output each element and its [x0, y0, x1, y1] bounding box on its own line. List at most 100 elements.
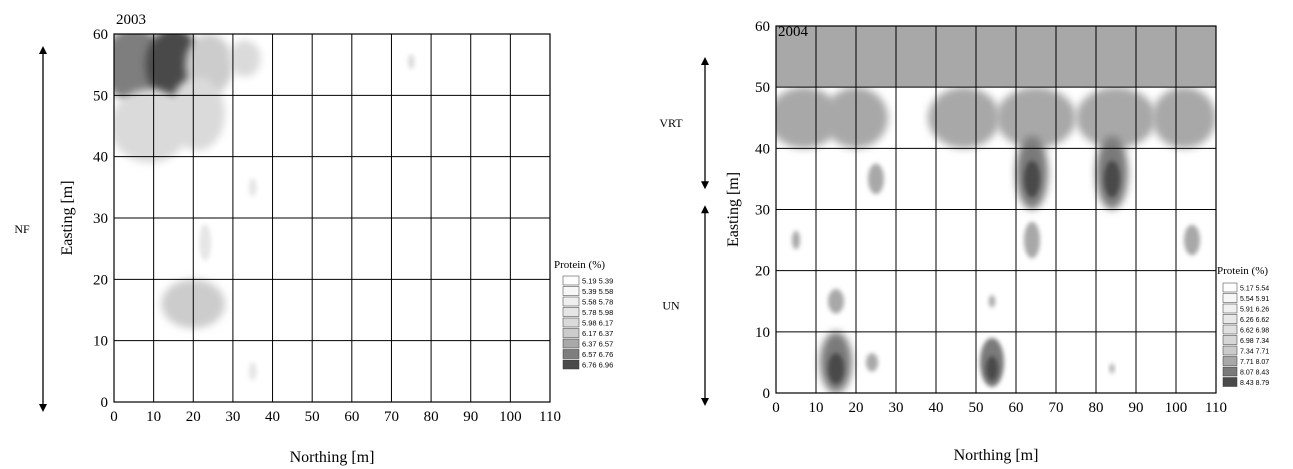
heat-patch	[248, 362, 257, 381]
legend-swatch	[1222, 345, 1238, 356]
heat-patch	[776, 87, 840, 149]
y-tick-label: 50	[93, 88, 108, 104]
legend-swatch	[1222, 356, 1238, 366]
x-tick-label: 10	[809, 400, 824, 416]
y-tick-label: 20	[93, 272, 108, 288]
y-tick-label: 40	[93, 150, 108, 166]
chart-2004: 0 10 20 30 40 50 60 70 80 90 100 110 0 10 20 30 40 50 60 20…	[659, 19, 1269, 464]
heat-patch	[986, 356, 998, 381]
legend-label: 6.62 6.98	[1240, 328, 1269, 335]
legend-label: 6.98 7.34	[1240, 338, 1269, 345]
y-tick-label: 10	[93, 334, 108, 350]
legend: Protein (%)5.19 5.395.39 5.585.58 5.785.…	[554, 259, 613, 370]
heat-patch	[1024, 221, 1040, 259]
legend-label: 5.17 5.54	[1240, 286, 1269, 293]
plot-frame	[113, 33, 551, 403]
zone-annotations: NF	[14, 46, 47, 412]
x-tick-label: 60	[344, 409, 359, 425]
x-tick-label: 20	[849, 400, 864, 416]
x-axis-label: Northing [m]	[954, 447, 1039, 464]
y-tick-label: 0	[101, 395, 109, 411]
heat-patch	[866, 353, 878, 372]
zone-arrow-head-up	[701, 57, 709, 65]
heat-patch	[928, 87, 1000, 149]
zone-arrow-head-down	[39, 404, 47, 412]
chart-title: 2003	[116, 12, 146, 28]
y-axis-label: Easting [m]	[59, 180, 76, 255]
legend-swatch	[1222, 282, 1238, 293]
x-tick-label: 70	[384, 409, 399, 425]
legend-label: 6.37 6.57	[582, 340, 613, 349]
legend: Protein (%) 5.17 5.54 5.54 5.91 5.91 6.26 6.…	[1217, 265, 1269, 387]
x-tick-label: 70	[1049, 400, 1064, 416]
legend-swatch	[1222, 314, 1238, 324]
legend-swatch	[1222, 303, 1238, 314]
zone-label: UN	[662, 299, 680, 313]
legend-swatch	[1222, 293, 1238, 303]
y-axis-label: Easting [m]	[725, 172, 742, 247]
zone-arrow-head-up	[701, 205, 709, 214]
heat-patch	[1152, 87, 1216, 149]
legend-label: 6.76 6.96	[582, 361, 613, 370]
legend-swatch	[562, 338, 580, 349]
heat-patch	[408, 54, 415, 69]
legend-label: 6.26 6.62	[1240, 317, 1269, 324]
heat-patch	[1109, 363, 1115, 374]
legend-swatch	[1222, 377, 1238, 387]
x-tick-label: 30	[889, 400, 904, 416]
x-tick-label: 60	[1009, 400, 1024, 416]
zone-label: NF	[14, 222, 30, 236]
heatmap-layer	[114, 34, 415, 381]
legend-label: 6.57 6.76	[582, 350, 613, 359]
x-tick-label: 90	[1129, 400, 1144, 416]
x-tick-label: 50	[969, 400, 984, 416]
legend-label: 5.39 5.58	[582, 287, 613, 296]
y-tick-label: 0	[763, 386, 771, 402]
legend-label: 7.34 7.71	[1240, 349, 1269, 356]
x-tick-label: 40	[929, 400, 944, 416]
legend-swatch	[562, 359, 580, 370]
heat-patch	[1184, 224, 1200, 256]
legend-swatch	[562, 286, 580, 296]
legend-swatch	[1222, 335, 1238, 345]
zone-arrow-head-down	[701, 398, 709, 406]
legend-swatch	[562, 328, 580, 338]
y-tick-label: 10	[755, 325, 770, 341]
legend-swatch	[562, 317, 580, 328]
y-tick-label: 40	[755, 141, 770, 157]
y-tick-label: 30	[755, 203, 770, 219]
y-tick-label: 50	[755, 80, 770, 96]
legend-swatch	[1222, 366, 1238, 377]
legend-label: 8.07 8.43	[1240, 370, 1269, 377]
legend-title: Protein (%)	[1217, 265, 1268, 277]
legend-label: 5.58 5.78	[582, 298, 613, 307]
chart-2003: 0 10 20 30 40 50 60 70 80 90 100 110 0 10 20 30 40 50 60 20…	[14, 12, 613, 466]
x-tick-label: 50	[305, 409, 320, 425]
x-tick-label: 100	[499, 409, 522, 425]
x-tick-label: 80	[1089, 400, 1104, 416]
legend-label: 5.78 5.98	[582, 308, 613, 317]
heat-patch	[828, 289, 844, 314]
heat-patch	[1104, 160, 1120, 198]
x-tick-label: 90	[463, 409, 478, 425]
x-tick-label: 0	[772, 400, 780, 416]
heat-patch	[988, 295, 996, 308]
legend-label: 5.54 5.91	[1240, 296, 1269, 303]
zone-annotations: VRT UN	[659, 57, 709, 406]
legend-swatch	[562, 349, 580, 359]
chart-title: 2004	[778, 24, 809, 40]
legend-swatch	[562, 275, 580, 286]
legend-label: 8.43 8.79	[1240, 380, 1269, 387]
x-tick-label: 40	[265, 409, 280, 425]
x-tick-label: 0	[110, 409, 118, 425]
heat-patch	[792, 230, 800, 250]
heat-band	[776, 26, 1216, 88]
heat-patch	[169, 76, 225, 151]
x-tick-label: 100	[1165, 400, 1188, 416]
heat-patch	[199, 224, 212, 261]
y-tick-label: 60	[755, 19, 770, 35]
plot-frame	[775, 25, 1217, 394]
y-tick-label: 60	[93, 27, 108, 43]
legend-swatch	[1222, 324, 1238, 335]
x-tick-label: 10	[146, 409, 161, 425]
